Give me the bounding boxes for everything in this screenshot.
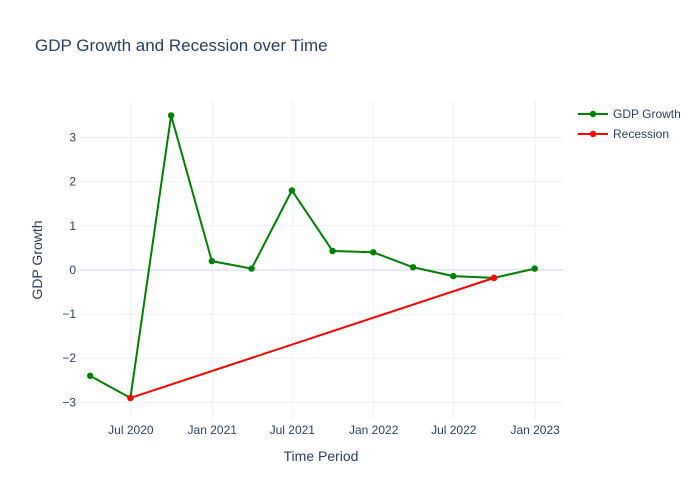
data-point-gdp-growth[interactable] [450, 272, 457, 280]
legend-item-recession[interactable]: Recession [578, 127, 669, 141]
legend-swatch-marker [589, 130, 597, 138]
x-tick-label: Jul 2022 [431, 423, 477, 437]
data-point-gdp-growth[interactable] [86, 372, 94, 380]
data-point-gdp-growth[interactable] [167, 112, 175, 119]
y-tick-label: −2 [62, 351, 76, 365]
y-tick-label: −3 [62, 395, 76, 409]
y-tick-label: 1 [69, 219, 76, 233]
y-axis-title: GDP Growth [29, 220, 45, 299]
y-tick-label: 3 [69, 131, 76, 145]
series-line-gdp-growth[interactable] [89, 114, 535, 399]
series-layer [86, 112, 538, 402]
x-axis-title: Time Period [284, 448, 359, 464]
x-tick-label: Jan 2023 [510, 423, 560, 437]
grid-layer [80, 100, 563, 420]
legend-swatch-marker [589, 110, 597, 118]
axis-layer: −3 −2 −1 0 1 2 3 Jul 2020 Jan 2021 Jul 2021 Jan 20… [62, 131, 560, 437]
x-tick-label: Jul 2021 [270, 423, 316, 437]
data-point-gdp-growth[interactable] [329, 247, 336, 255]
y-tick-label: −1 [62, 307, 76, 321]
data-point-gdp-growth[interactable] [409, 264, 417, 271]
series-line-recession[interactable] [130, 276, 495, 399]
data-point-recession[interactable] [127, 394, 134, 402]
data-point-gdp-growth[interactable] [531, 265, 538, 272]
data-point-gdp-growth[interactable] [248, 265, 255, 272]
y-tick-label: 2 [69, 175, 76, 189]
legend-item-gdp-growth[interactable]: GDP Growth [578, 107, 681, 121]
x-tick-label: Jan 2022 [349, 423, 399, 437]
y-tick-label: 0 [69, 263, 76, 277]
data-point-gdp-growth[interactable] [208, 257, 216, 265]
chart-title: GDP Growth and Recession over Time [35, 36, 328, 55]
data-point-gdp-growth[interactable] [288, 187, 296, 194]
legend[interactable]: GDP Growth Recession [578, 107, 681, 141]
legend-label: GDP Growth [613, 107, 681, 121]
data-point-gdp-growth[interactable] [370, 249, 377, 256]
legend-label: Recession [613, 127, 669, 141]
x-tick-label: Jul 2020 [108, 423, 154, 437]
data-point-recession[interactable] [490, 274, 498, 282]
x-tick-label: Jan 2021 [188, 423, 238, 437]
